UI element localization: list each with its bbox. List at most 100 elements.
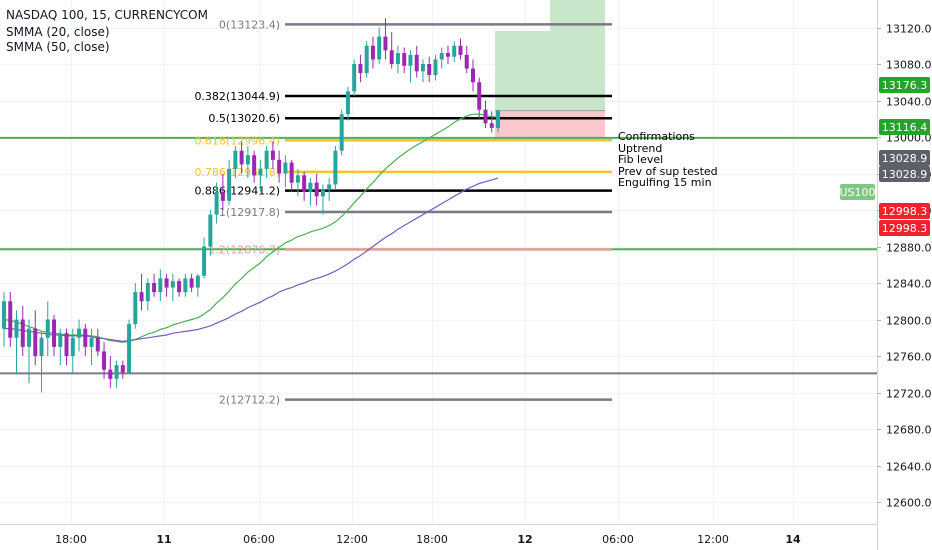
candle-down	[470, 68, 475, 83]
price-labels: 13176.3 13116.4 13028.9 13028.9 12998.3 12998…	[879, 77, 930, 236]
candle-down	[358, 64, 363, 74]
candle-up	[496, 110, 500, 128]
candle-down	[383, 36, 388, 51]
candles	[2, 18, 500, 393]
candle-up	[345, 91, 350, 115]
candle-down	[108, 369, 113, 379]
time-tick-label: 12:00	[336, 533, 368, 546]
fib-retracement[interactable]: -0.618(13250.5)-0.27(13178.9)0(13123.4)0…	[190, 0, 612, 407]
time-axis[interactable]: 18:00 11 06:00 12:00 18:00 12 06:00 12:00 14	[0, 524, 877, 550]
price-label-bg	[879, 203, 930, 219]
symbol-badge[interactable]: US100	[839, 184, 876, 200]
price-tick-label: 12800.0	[886, 315, 932, 328]
price-label: 13176.3	[882, 79, 928, 92]
candle-down	[239, 150, 244, 165]
candle-down	[370, 45, 375, 60]
indicator-smma50[interactable]: SMMA (50, close)	[6, 40, 110, 54]
fib-level-label: 1(12917.8)	[219, 206, 280, 219]
candle-up	[208, 214, 213, 247]
candle-down	[445, 53, 450, 57]
candle-down	[389, 50, 394, 64]
symbol-title[interactable]: NASDAQ 100, 15, CURRENCYCOM	[6, 8, 208, 22]
note-line-5: Engulfing 15 min	[618, 176, 712, 189]
time-tick-label: 18:00	[55, 533, 87, 546]
candle-down	[402, 53, 407, 66]
indicator-smma20[interactable]: SMMA (20, close)	[6, 25, 110, 39]
symbol-badge-bg	[840, 184, 875, 200]
profit-zone	[495, 30, 605, 111]
price-label: 13028.9	[882, 168, 928, 181]
time-tick-label: 06:00	[243, 533, 275, 546]
candle-up	[233, 150, 238, 169]
candle-down	[95, 337, 100, 352]
time-tick-label: 14	[785, 533, 801, 546]
fib-level-label: 1.2(12876.7)	[208, 244, 280, 257]
candle-down	[314, 182, 319, 197]
legend: NASDAQ 100, 15, CURRENCYCOM SMMA (20, cl…	[6, 8, 208, 54]
candle-down	[289, 162, 294, 183]
candle-up	[45, 319, 50, 338]
candle-down	[277, 159, 282, 174]
candle-up	[339, 114, 344, 151]
candle-down	[120, 365, 125, 373]
fib-level-label: 0.886(12941.2)	[194, 185, 280, 198]
candle-down	[252, 155, 257, 176]
price-tick-label: 13120.0	[886, 23, 932, 36]
price-axis[interactable]: 12600.0 12640.0 12680.0 12720.0 12760.0 12800…	[877, 0, 932, 550]
candle-down	[189, 278, 194, 288]
time-axis-ticks: 18:00 11 06:00 12:00 18:00 12 06:00 12:00 14	[55, 533, 801, 546]
candle-up	[14, 319, 19, 338]
candle-up	[377, 36, 382, 60]
annotation-note[interactable]: Confirmations Uptrend Fib level Prev of …	[618, 130, 718, 189]
candle-up	[420, 64, 425, 72]
candle-up	[327, 184, 332, 190]
candle-down	[489, 123, 494, 128]
price-label-bg	[879, 150, 930, 166]
candle-up	[2, 301, 6, 329]
price-tick-label: 13080.0	[886, 59, 932, 72]
candle-up	[133, 292, 138, 325]
note-line-1: Confirmations	[618, 130, 695, 143]
time-tick-label: 11	[156, 533, 171, 546]
candle-down	[164, 278, 169, 288]
candle-up	[183, 278, 188, 293]
candle-down	[483, 109, 488, 124]
price-label: 13116.4	[882, 121, 928, 134]
candle-down	[427, 64, 432, 75]
price-label-bg	[879, 166, 930, 182]
symbol-badge-label: US100	[839, 186, 875, 199]
candle-up	[170, 281, 175, 288]
candle-down	[83, 328, 88, 347]
candle-up	[158, 278, 163, 293]
candle-up	[258, 168, 263, 176]
candle-down	[139, 292, 144, 302]
candle-down	[52, 319, 57, 347]
candle-up	[364, 45, 369, 74]
candle-up	[283, 162, 288, 174]
time-tick-label: 18:00	[416, 533, 448, 546]
candle-down	[33, 328, 38, 356]
candle-up	[245, 155, 250, 165]
price-label-bg	[879, 119, 930, 135]
candle-up	[333, 150, 338, 185]
candle-up	[202, 246, 207, 276]
candle-down	[20, 319, 25, 347]
position-zones	[495, 0, 605, 139]
fib-level-label: 0.618(12996.4)	[194, 134, 280, 147]
price-label-bg	[879, 220, 930, 236]
candle-up	[70, 337, 75, 356]
fib-level-label: 2(12712.2)	[219, 394, 280, 407]
note-line-2: Uptrend	[618, 142, 662, 155]
price-label-bg	[879, 77, 930, 93]
candle-down	[177, 281, 182, 293]
price-label: 12998.3	[882, 205, 928, 218]
candle-up	[320, 189, 325, 197]
time-tick-label: 06:00	[602, 533, 634, 546]
price-tick-label: 13040.0	[886, 96, 932, 109]
price-label: 12998.3	[882, 222, 928, 235]
candle-down	[458, 45, 463, 55]
fib-level-label: 0(13123.4)	[219, 18, 280, 31]
candle-down	[102, 351, 107, 370]
candle-up	[114, 365, 119, 379]
